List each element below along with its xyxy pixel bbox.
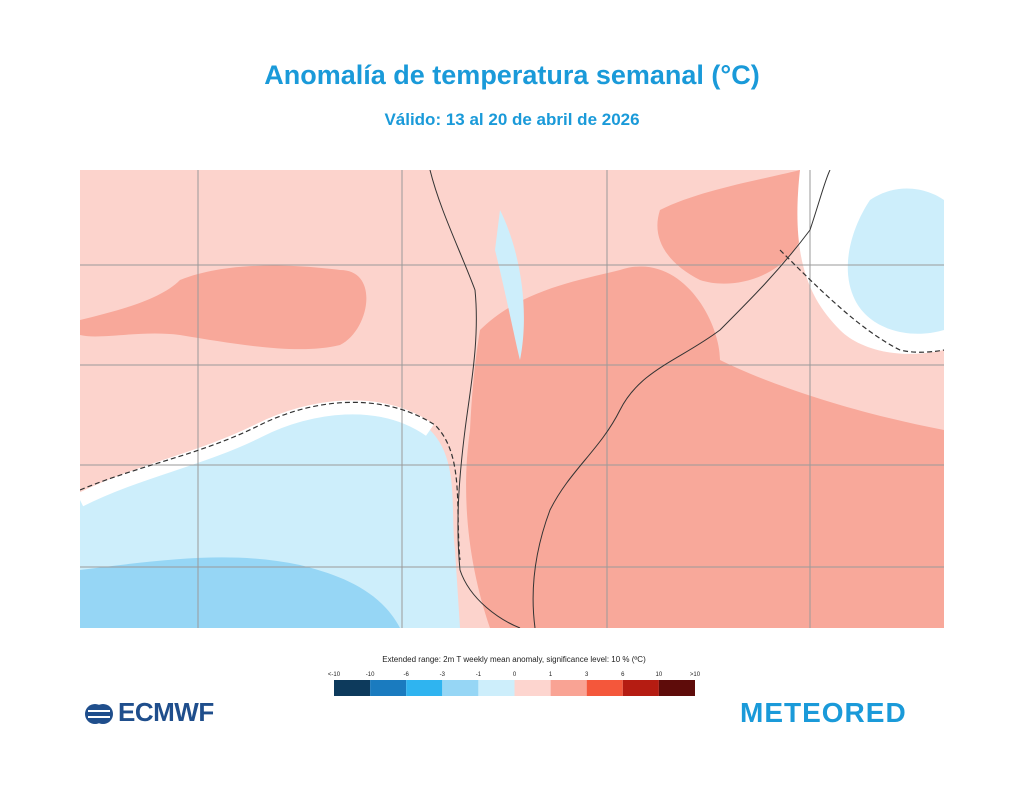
legend-label: -3 bbox=[440, 672, 446, 678]
legend-swatch bbox=[370, 680, 407, 696]
legend-label: -6 bbox=[404, 672, 410, 678]
legend: Extended range: 2m T weekly mean anomaly… bbox=[328, 655, 701, 696]
legend-label: -1 bbox=[476, 672, 482, 678]
legend-swatch bbox=[586, 680, 623, 696]
legend-caption: Extended range: 2m T weekly mean anomaly… bbox=[382, 655, 646, 664]
legend-swatch bbox=[622, 680, 659, 696]
logo-text: ECMWF bbox=[118, 697, 214, 727]
legend-label: <-10 bbox=[328, 672, 341, 678]
logo-icon bbox=[85, 704, 113, 725]
legend-label: 6 bbox=[621, 672, 625, 678]
legend-swatch bbox=[550, 680, 587, 696]
title: Anomalía de temperatura semanal (°C) bbox=[264, 60, 760, 90]
legend-swatch bbox=[442, 680, 479, 696]
logo-ecmwf: ECMWF bbox=[84, 697, 214, 728]
logo-meteored: METEORED bbox=[740, 697, 907, 728]
legend-label: -10 bbox=[366, 672, 375, 678]
legend-label: 0 bbox=[513, 672, 517, 678]
legend-swatch bbox=[406, 680, 443, 696]
legend-swatch bbox=[334, 680, 371, 696]
legend-label: 10 bbox=[656, 672, 663, 678]
legend-label: 1 bbox=[549, 672, 553, 678]
legend-swatch bbox=[478, 680, 515, 696]
subtitle: Válido: 13 al 20 de abril de 2026 bbox=[384, 110, 640, 129]
legend-label: >10 bbox=[690, 672, 701, 678]
map bbox=[80, 170, 944, 628]
legend-label: 3 bbox=[585, 672, 589, 678]
legend-swatch bbox=[514, 680, 551, 696]
legend-swatch bbox=[658, 680, 695, 696]
